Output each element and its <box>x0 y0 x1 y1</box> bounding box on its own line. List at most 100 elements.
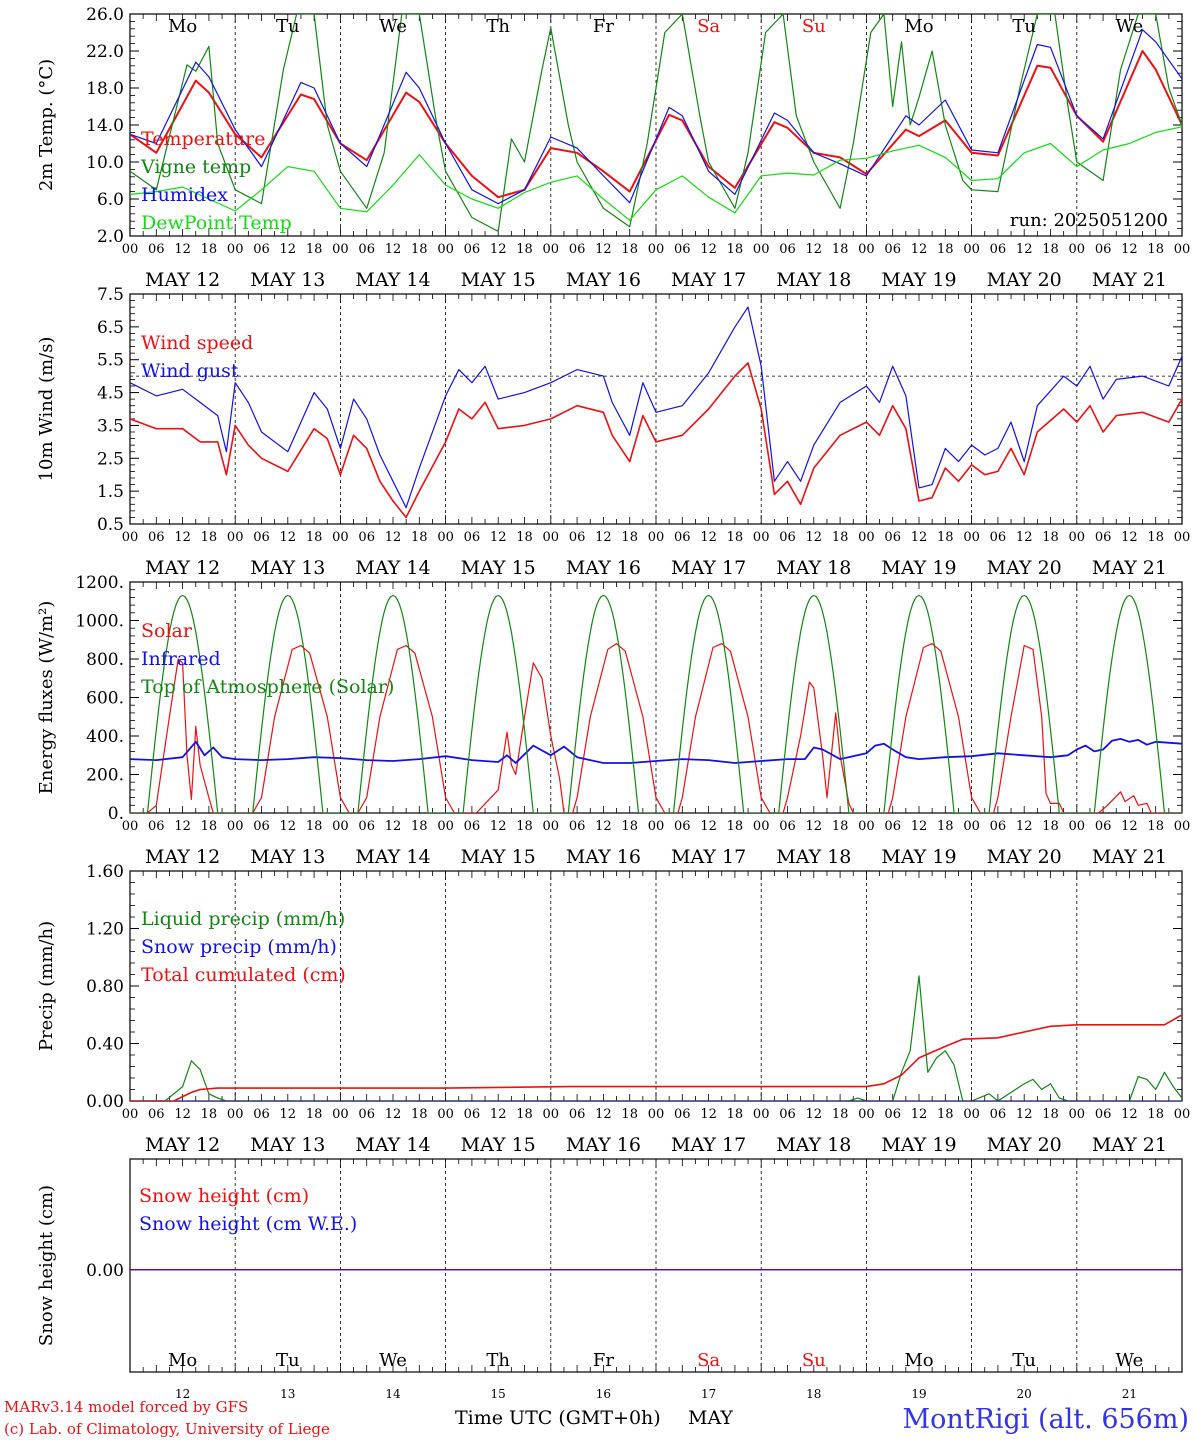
chart-panel-2: 0.5 1.5 2.5 3.5 4.5 5.5 6.5 7.5 10m Wind (m/s) 00… <box>36 285 1190 579</box>
credit-line-2: (c) Lab. of Climatology, University of L… <box>4 1420 330 1438</box>
hour-tick-label: 18 <box>832 242 849 257</box>
hour-tick-label: 00 <box>1069 1107 1086 1122</box>
y-tick-label: 0.5 <box>97 515 124 535</box>
hour-tick-label: 00 <box>648 1107 665 1122</box>
hour-tick-label: 18 <box>621 1107 638 1122</box>
date-label: MAY 13 <box>250 557 325 579</box>
hour-tick-label: 12 <box>806 530 823 545</box>
weekday-label-top: Th <box>486 16 510 37</box>
hour-tick-label: 00 <box>963 819 980 834</box>
hour-tick-label: 06 <box>464 242 481 257</box>
date-label: MAY 21 <box>1092 1134 1167 1156</box>
date-label: MAY 18 <box>776 1134 851 1156</box>
hour-tick-label: 18 <box>1147 819 1164 834</box>
hour-tick-label: 06 <box>148 242 165 257</box>
hour-tick-label: 18 <box>621 242 638 257</box>
hour-tick-label: 06 <box>990 242 1007 257</box>
legend-entry: Liquid precip (mm/h) <box>141 908 345 930</box>
hour-tick-label: 06 <box>148 819 165 834</box>
y-axis-label: Energy fluxes (W/m²) <box>36 601 57 795</box>
hour-tick-label: 00 <box>753 1107 770 1122</box>
hour-tick-label: 12 <box>806 242 823 257</box>
date-label: MAY 12 <box>145 1134 220 1156</box>
legend-entry: Infrared <box>141 648 221 670</box>
station-title: MontRigi (alt. 656m) <box>902 1404 1189 1435</box>
hour-tick-label: 00 <box>1069 819 1086 834</box>
hour-tick-label: 06 <box>779 819 796 834</box>
plot-area <box>130 14 1182 232</box>
hour-tick-label: 18 <box>1042 530 1059 545</box>
legend-entry: Vigne temp <box>140 156 251 178</box>
day-number-label: 19 <box>911 1387 926 1401</box>
hour-tick-label: 00 <box>122 819 139 834</box>
legend-entry: Snow precip (mm/h) <box>141 936 337 958</box>
day-number-label: 13 <box>280 1387 295 1401</box>
hour-tick-label: 06 <box>569 242 586 257</box>
date-label: MAY 16 <box>566 269 641 291</box>
hour-tick-label: 00 <box>753 242 770 257</box>
date-label: MAY 20 <box>987 557 1062 579</box>
hour-tick-label: 18 <box>411 530 428 545</box>
y-tick-label: 0.40 <box>86 1035 124 1055</box>
y-tick-label: 0.00 <box>86 1261 124 1281</box>
weekday-label-top: Fr <box>593 16 614 37</box>
hour-tick-label: 12 <box>385 530 402 545</box>
hour-tick-label: 18 <box>1147 530 1164 545</box>
hour-tick-label: 06 <box>990 819 1007 834</box>
hour-tick-label: 06 <box>884 242 901 257</box>
hour-tick-label: 06 <box>674 819 691 834</box>
chart-panel-3: 0. 200. 400. 600. 800. 1000. 1200. Energy fluxe… <box>36 573 1190 868</box>
hour-tick-label: 12 <box>490 819 507 834</box>
weekday-label-bottom: Sa <box>697 1350 720 1371</box>
y-tick-label: 5.5 <box>97 351 124 371</box>
date-label: MAY 16 <box>566 846 641 868</box>
hour-tick-label: 18 <box>1042 1107 1059 1122</box>
hour-tick-label: 06 <box>358 819 375 834</box>
hour-tick-label: 00 <box>1069 530 1086 545</box>
hour-tick-label: 12 <box>174 242 191 257</box>
y-tick-label: 0. <box>108 804 124 824</box>
run-label: run: 2025051200 <box>1010 210 1168 231</box>
legend-entry: Total cumulated (cm) <box>141 964 346 986</box>
date-label: MAY 12 <box>145 557 220 579</box>
y-tick-label: 600. <box>86 689 124 709</box>
hour-tick-label: 00 <box>858 530 875 545</box>
hour-tick-label: 12 <box>911 819 928 834</box>
date-label: MAY 15 <box>461 846 536 868</box>
hour-tick-label: 12 <box>911 242 928 257</box>
footer-layer: MARv3.14 model forced by GFS (c) Lab. of… <box>4 1398 1189 1438</box>
hour-tick-label: 12 <box>595 242 612 257</box>
hour-tick-label: 06 <box>358 242 375 257</box>
y-axis-label: Precip (mm/h) <box>36 921 57 1051</box>
date-label: MAY 15 <box>461 557 536 579</box>
hour-tick-label: 00 <box>227 819 244 834</box>
hour-tick-label: 18 <box>1042 819 1059 834</box>
y-tick-label: 0.00 <box>86 1092 124 1112</box>
hour-tick-label: 00 <box>543 1107 560 1122</box>
hour-tick-label: 18 <box>411 242 428 257</box>
day-number-label: 17 <box>701 1387 716 1401</box>
hour-tick-label: 00 <box>648 530 665 545</box>
hour-tick-label: 18 <box>516 1107 533 1122</box>
hour-tick-label: 12 <box>911 530 928 545</box>
hour-tick-label: 12 <box>1016 530 1033 545</box>
hour-tick-label: 18 <box>201 242 218 257</box>
hour-tick-label: 18 <box>937 530 954 545</box>
hour-tick-label: 06 <box>990 530 1007 545</box>
hour-tick-label: 12 <box>385 819 402 834</box>
weekday-label-bottom: Tu <box>276 1350 300 1371</box>
hour-tick-label: 06 <box>253 819 270 834</box>
date-label: MAY 19 <box>881 557 956 579</box>
plot-area <box>130 306 1182 519</box>
hour-tick-label: 12 <box>700 242 717 257</box>
hour-tick-label: 00 <box>648 819 665 834</box>
day-number-label: 18 <box>806 1387 821 1401</box>
weekday-label-bottom: Mo <box>168 1350 197 1371</box>
y-tick-label: 1.20 <box>86 920 124 940</box>
hour-tick-label: 12 <box>595 1107 612 1122</box>
y-tick-label: 2.5 <box>97 449 124 469</box>
y-tick-label: 3.5 <box>97 416 124 436</box>
date-label: MAY 17 <box>671 557 746 579</box>
series-line-4-3 <box>130 1013 1182 1101</box>
